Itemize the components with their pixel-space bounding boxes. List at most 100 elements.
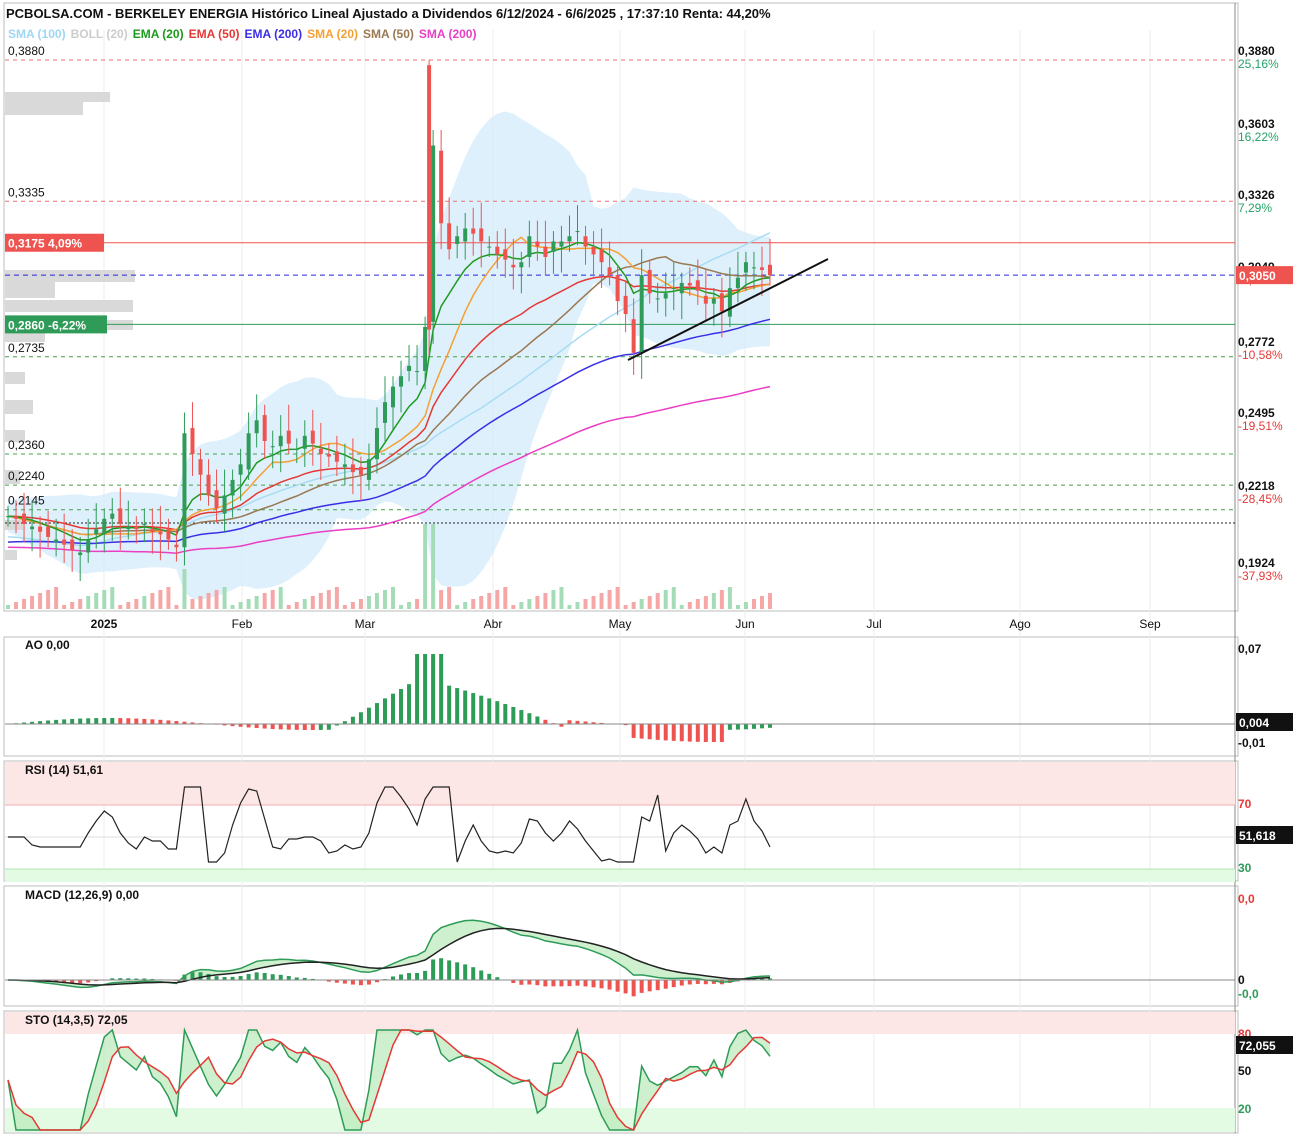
- ao-bar-78: [631, 724, 636, 738]
- ao-bar-83: [671, 724, 676, 741]
- macd-hist-95: [768, 978, 772, 980]
- ao-bar-58: [471, 693, 476, 724]
- candle-body-39: [318, 448, 323, 454]
- volume-bar-33: [270, 590, 275, 609]
- candle-body-8: [70, 539, 75, 550]
- candle-body-63: [511, 264, 516, 268]
- macd-hist-34: [278, 974, 283, 980]
- indicator-legend: SMA (100) BOLL (20) EMA (20) EMA (50) EMA (2…: [8, 27, 481, 41]
- ao-bar-34: [278, 724, 283, 730]
- macd-hist-74: [599, 980, 604, 989]
- legend-item-1[interactable]: BOLL (20): [70, 27, 128, 41]
- macd-hist-56: [455, 962, 460, 980]
- candle-body-84: [679, 282, 684, 294]
- candle-body-7: [62, 539, 67, 545]
- volume-profile-bar-10: [5, 430, 25, 442]
- volume-profile-bar-12: [5, 520, 23, 530]
- volume-bar-44: [358, 599, 363, 609]
- legend-item-3[interactable]: EMA (50): [188, 27, 240, 41]
- ao-bar-55: [447, 685, 452, 724]
- candle-body-0: [6, 516, 10, 518]
- legend-item-6[interactable]: SMA (50): [363, 27, 414, 41]
- ao-label: AO 0,00: [25, 638, 70, 652]
- ao-bar-8: [70, 718, 75, 724]
- macd-hist-71: [575, 980, 580, 986]
- volume-profile-bar-6: [5, 288, 30, 298]
- candle-body-23: [190, 428, 195, 454]
- macd-hist-82: [663, 980, 668, 989]
- volume-profile-bar-8: [5, 372, 25, 384]
- volume-bar-85: [687, 602, 692, 609]
- axis-pct-2: 7,29%: [1238, 201, 1272, 215]
- candle-body-17: [142, 523, 147, 525]
- volume-bar-0: [6, 605, 10, 609]
- month-label-5: Jun: [735, 617, 754, 631]
- macd-hist-10: [86, 980, 91, 983]
- ao-bar-41: [334, 724, 339, 726]
- macd-hist-80: [647, 980, 652, 992]
- legend-item-7[interactable]: SMA (200): [418, 27, 477, 41]
- ao-bar-90: [727, 724, 732, 730]
- macd-hist-49: [399, 974, 404, 980]
- ao-bar-14: [118, 718, 123, 724]
- macd-hist-70: [567, 980, 572, 987]
- macd-hist-81: [655, 980, 660, 991]
- macd-hist-69: [559, 980, 564, 987]
- volume-bar-2: [22, 599, 27, 609]
- month-label-0: 2025: [91, 617, 118, 631]
- candle-body-87: [703, 295, 708, 304]
- volume-bar-69: [559, 587, 564, 609]
- macd-hist-77: [623, 980, 628, 994]
- volume-bar-78: [631, 602, 636, 609]
- candle-body-85: [687, 282, 692, 286]
- sto-d-line: [7, 1029, 771, 1131]
- candle-body-49: [399, 376, 404, 387]
- volume-bar-87: [703, 596, 708, 609]
- candle-body-77: [623, 295, 628, 315]
- ao-bar-38: [310, 724, 315, 730]
- volume-bar-41: [334, 587, 339, 609]
- volume-bar-95: [768, 593, 772, 609]
- sma-200-line: [7, 385, 771, 554]
- level-label-3: 0,2360: [8, 438, 45, 452]
- panel-frame-3: [3, 885, 1239, 1007]
- macd-hist-64: [519, 980, 524, 985]
- legend-item-2[interactable]: EMA (20): [132, 27, 184, 41]
- candle-body-37: [302, 435, 307, 449]
- macd-hist-48: [391, 976, 396, 980]
- ao-bar-10: [86, 718, 91, 724]
- axis-price-7: 0,1924: [1238, 556, 1275, 570]
- axis-pct-4: -10,58%: [1238, 348, 1283, 362]
- volume-bar-61: [495, 590, 500, 609]
- candle-body-65: [527, 236, 532, 257]
- month-label-7: Ago: [1009, 617, 1031, 631]
- legend-item-5[interactable]: SMA (20): [307, 27, 358, 41]
- volume-bar-49: [399, 605, 404, 609]
- candle-body-80: [647, 269, 652, 294]
- volume-bar-71: [575, 602, 580, 609]
- macd-hist-94: [759, 978, 764, 980]
- sma-50-line: [7, 256, 771, 536]
- macd-hist-24: [198, 972, 203, 980]
- volume-bar-36: [294, 602, 299, 609]
- month-label-2: Mar: [355, 617, 376, 631]
- legend-item-0[interactable]: SMA (100): [8, 27, 66, 41]
- legend-item-4[interactable]: EMA (200): [244, 27, 303, 41]
- macd-hist-66: [535, 980, 540, 986]
- ao-bar-91: [735, 724, 740, 730]
- ao-bar-87: [703, 724, 708, 742]
- candle-body-72: [583, 236, 588, 247]
- ao-bar-92: [743, 724, 748, 730]
- volume-bar-20: [166, 587, 171, 609]
- volume-bar-3: [30, 596, 35, 609]
- resistance-label: 0,3175 4,09%: [8, 237, 82, 251]
- volume-bar-74: [599, 593, 604, 609]
- ao-bar-52: [423, 654, 428, 724]
- ao-bar-71: [575, 720, 580, 724]
- volume-bar-4: [38, 593, 43, 609]
- volume-bar-17: [142, 596, 147, 609]
- sto-last-label: 72,055: [1239, 1039, 1276, 1053]
- macd-hist-38: [310, 978, 315, 980]
- ao-bar-74: [599, 722, 604, 724]
- axis-pct-5: -19,51%: [1238, 419, 1283, 433]
